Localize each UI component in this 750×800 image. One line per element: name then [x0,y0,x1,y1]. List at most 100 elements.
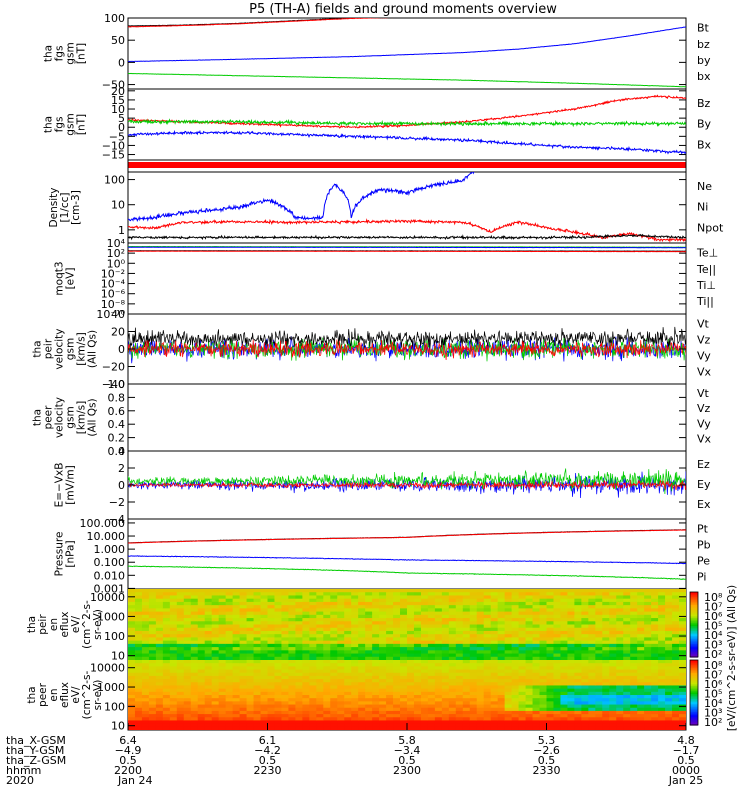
panel-peer-en-eflux: 10 100 1000 10000 tha peer en eflux eV/(cm^2-s-s… [26,660,686,733]
y-axis-label-line: gsm [65,406,77,428]
y-tick-label: 10 [111,199,125,212]
x-row-label: tha_Z-GSM [6,754,66,767]
y-axis-label-line: peir [43,338,55,359]
x-tick-value: 4.8 [677,734,695,747]
series-line-By [128,118,686,128]
legend-Npot: Npot [697,222,724,235]
x-tick-value: −2.6 [533,744,560,757]
x-row-label: tha_X-GSM [6,734,66,747]
y-tick-label: 10⁻⁴ [101,278,126,291]
y-tick-label: 2 [118,462,125,475]
y-tick-label: 0.4 [108,418,126,431]
y-tick-label: 10.000 [87,530,126,543]
x-tick-value: 5.3 [538,734,556,747]
series-line-Vz [128,339,686,361]
x-row-label: tha_Y-GSM [6,744,64,757]
heatmap-cells [128,589,686,660]
x-tick-value: 0.5 [538,754,556,767]
y-tick-label: 100 [104,12,125,25]
legend-Vy: Vy [697,349,711,362]
y-tick-label: 0.001 [94,582,126,595]
legend-Pe: Pe [697,554,710,567]
y-axis-label-line: (cm^2-s- [81,600,93,649]
colorbar-frame [689,659,699,726]
x-tick-value: 6.1 [259,734,277,747]
y-axis-label-line: tha [43,45,55,62]
colorbar-tick-label: 10⁷ [704,601,722,614]
y-axis-label-line: [km/s] [76,332,88,366]
legend-Pt: Pt [697,523,709,536]
y-axis-label-line: moqt3 [54,261,66,295]
y-tick-label: 10⁻² [101,267,125,280]
y-axis-label-line: fgs [54,46,66,62]
legend-bx: bx [697,70,711,83]
x-row-label: hhmm [6,764,41,777]
legend-Ti⊥: Ti⊥ [696,279,716,292]
y-tick-label: −20 [102,361,125,374]
panel-frame [127,383,687,452]
y-tick-label: 100 [104,630,125,643]
colorbar-tick-label: 10³ [704,707,722,720]
legend-Pb: Pb [697,538,711,551]
series-line-Te-perp [128,250,686,253]
legend-Vy: Vy [697,417,711,430]
x-tick-value: 0.5 [259,754,277,767]
legend-Ni: Ni [697,201,708,214]
series-line-bx [128,26,686,63]
plot-area [128,245,686,253]
y-tick-label: 1000 [97,681,125,694]
series-line-Bx [128,129,686,155]
y-axis-label-line: tha [26,686,38,703]
legend-Vz: Vz [697,333,711,346]
legend-Te⊥: Te⊥ [696,247,718,260]
y-axis-label-line: peir [37,614,49,635]
colorbar-tick-label: 10⁵ [704,620,722,633]
y-tick-label: 10⁻¹⁰ [96,308,125,321]
y-axis-label-line: en [48,688,60,701]
colorbar-tick-label: 10⁶ [704,610,723,623]
y-tick-label: 1.0 [108,378,126,391]
colorbars-layer: 10⁸10⁷10⁶10⁵10⁴10³10²10⁸10⁷10⁶10⁵10⁴10³1… [689,585,738,731]
x-tick-value: Jan 25 [668,774,703,787]
x-axis-footer: tha_X-GSMtha_Y-GSMtha_Z-GSMhhmm20206.4−4… [6,723,703,787]
y-axis-label-line: tha [26,616,38,633]
legend-Ey: Ey [697,478,711,491]
y-axis-label-line: gsm [65,338,77,360]
x-tick-value: 0000 [672,764,700,777]
y-axis-label-line: en [48,618,60,631]
y-tick-label: 20 [111,326,125,339]
colorbar-label: [eV/(cm^2-s-sr-eV)] (All Qs) [726,585,738,731]
y-axis-label-line: peer [43,405,55,430]
series-line-Pe [128,565,686,581]
panel-ground-moments-density: 1 10 100 Density [1/cc] [cm-3] Ne Ni Npot [48,172,724,243]
y-axis-label-line: sr-eV) [92,680,104,711]
x-tick-value: −1.7 [673,744,700,757]
y-tick-label: 10⁰ [107,257,126,270]
figure-title: P5 (TH-A) fields and ground moments over… [249,2,557,17]
series-line-Ne [128,218,686,243]
y-tick-label: 0 [118,56,125,69]
series-line-Pi [128,555,686,565]
plot-area [128,94,686,155]
x-tick-value: −3.4 [394,744,421,757]
y-axis-label-line: eflux [59,612,71,638]
y-tick-label: 10⁻⁶ [101,288,126,301]
plot-area [128,18,686,88]
y-axis-label-line: peer [37,682,49,707]
x-tick-value: 2230 [254,764,282,777]
y-axis-label-line: eflux [59,682,71,708]
colorbar-tick-label: 10⁶ [704,678,723,691]
legend-Vx: Vx [697,365,712,378]
panel-peer-velocity: 0.00.20.40.60.81.0 tha peer velocity gsm [km/… [32,378,712,458]
panel-frame [127,171,687,244]
x-tick-value: 0.5 [119,754,137,767]
legend-bz: bz [697,38,710,51]
y-axis-label-line: velocity [54,328,66,369]
x-tick-value: 6.4 [119,734,137,747]
colorbar-tick-label: 10⁵ [704,688,722,701]
panel-e-field: −4 −2 0 2 4 E=−VxB [mV/m] Ez Ey Ex [54,445,711,526]
y-tick-label: 100 [104,174,125,187]
